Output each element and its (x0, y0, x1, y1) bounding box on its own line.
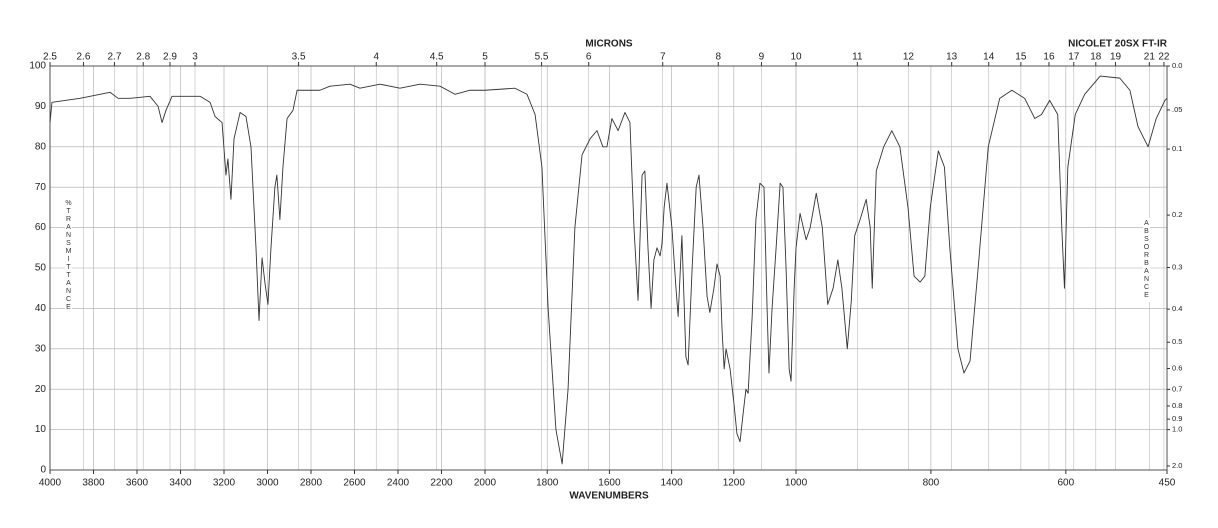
x2-tick-label: 2.5 (43, 52, 57, 63)
x2-tick-label: 21 (1144, 52, 1156, 63)
x-tick-label: 2800 (300, 478, 323, 489)
x2-tick-label: 13 (946, 52, 958, 63)
x-tick-label: 3200 (213, 478, 236, 489)
x-tick-label: 2400 (387, 478, 410, 489)
x-tick-label: 450 (1159, 478, 1176, 489)
y-axis-label: %TRANSMITTANCE (65, 198, 72, 314)
x2-tick-label: 4.5 (430, 52, 444, 63)
x2-tick-label: 18 (1090, 52, 1102, 63)
x2-tick-label: 2.7 (107, 52, 121, 63)
y2-tick-label: 0.7 (1172, 384, 1182, 393)
y2-tick-label: 0.4 (1172, 304, 1182, 313)
x-tick-label: 3000 (256, 478, 279, 489)
x2-tick-label: 17 (1068, 52, 1080, 63)
grid (49, 65, 1168, 471)
x2-tick-label: 6 (586, 52, 592, 63)
x-tick-label: 3600 (126, 478, 149, 489)
y-tick-label: 100 (29, 61, 46, 72)
y2-tick-label: 0.9 (1172, 414, 1182, 423)
y2-tick-label: 0.1 (1172, 144, 1182, 153)
y-tick-label: 30 (35, 343, 47, 354)
x-axis-label: WAVENUMBERS (569, 491, 649, 502)
y2-tick-label: 0.8 (1172, 401, 1182, 410)
x2-tick-label: 5.5 (535, 52, 549, 63)
y2-tick-label: .05 (1172, 105, 1182, 114)
y2-tick-label: 2.0 (1172, 461, 1182, 470)
x-tick-label: 2200 (430, 478, 453, 489)
x-tick-label: 1800 (536, 478, 559, 489)
x2-tick-label: 4 (373, 52, 379, 63)
x2-tick-label: 12 (903, 52, 915, 63)
x2-tick-label: 5 (482, 52, 488, 63)
chart-title: NICOLET 20SX FT-IR (1068, 39, 1168, 50)
y2-tick-label: 0.6 (1172, 364, 1182, 373)
x2-tick-label: 2.6 (77, 52, 91, 63)
x2-tick-label: 3.5 (292, 52, 306, 63)
x-tick-label: 600 (1057, 478, 1074, 489)
y2-tick-label: 0.5 (1172, 337, 1182, 346)
x-tick-label: 2000 (474, 478, 497, 489)
x-tick-label: 1000 (785, 478, 808, 489)
x2-tick-label: 10 (790, 52, 802, 63)
y-tick-label: 0 (40, 465, 46, 476)
x-tick-label: 1400 (660, 478, 683, 489)
x2-axis-label: MICRONS (585, 39, 633, 50)
y2-tick-label: 0.2 (1172, 210, 1182, 219)
x-tick-label: 2600 (343, 478, 366, 489)
plot-frame (49, 65, 1168, 471)
y-tick-label: 70 (35, 182, 47, 193)
x2-tick-label: 15 (1015, 52, 1027, 63)
x2-tick-label: 9 (759, 52, 765, 63)
x2-tick-label: 8 (715, 52, 721, 63)
y2-tick-label: 0.3 (1172, 263, 1182, 272)
x-tick-label: 3400 (169, 478, 192, 489)
x-tick-label: 1600 (598, 478, 621, 489)
y-tick-label: 40 (35, 303, 47, 314)
y2-axis-label: ABSORBANCE (1143, 218, 1150, 302)
x2-tick-label: 19 (1110, 52, 1122, 63)
y-tick-label: 90 (35, 101, 47, 112)
x2-tick-label: 2.9 (163, 52, 177, 63)
x2-tick-label: 22 (1158, 52, 1170, 63)
x2-tick-label: 7 (660, 52, 666, 63)
x2-tick-label: 16 (1043, 52, 1055, 63)
x-tick-label: 800 (923, 478, 940, 489)
x2-tick-label: 2.8 (136, 52, 150, 63)
y2-tick-label: 0.0 (1172, 61, 1182, 70)
y2-tick-label: 1.0 (1172, 425, 1182, 434)
x-tick-label: 3800 (82, 478, 105, 489)
y-tick-label: 80 (35, 141, 47, 152)
spectrum-line (49, 75, 1168, 465)
y-tick-label: 10 (35, 424, 47, 435)
x-tick-label: 4000 (39, 478, 62, 489)
y-tick-label: 50 (35, 263, 47, 274)
x-tick-label: 1200 (723, 478, 746, 489)
y-tick-label: 20 (35, 384, 47, 395)
x2-tick-label: 3 (192, 52, 198, 63)
x2-tick-label: 11 (852, 52, 863, 63)
x2-tick-label: 14 (983, 52, 995, 63)
y-tick-label: 60 (35, 222, 47, 233)
